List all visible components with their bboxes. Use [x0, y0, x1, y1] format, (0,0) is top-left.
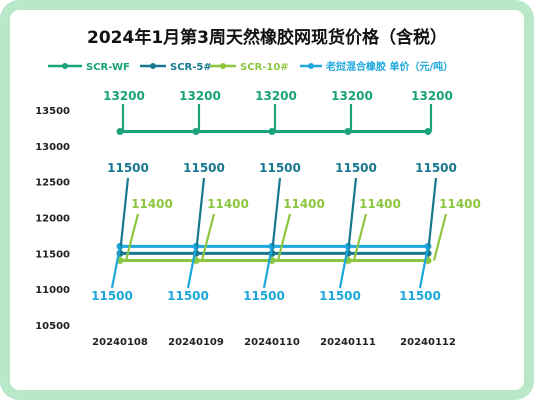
x-tick-label: 20240108	[92, 337, 148, 348]
leader-line-series	[418, 246, 430, 289]
data-label-scr-10: 11400	[359, 197, 401, 211]
legend-label-scr-wf: SCR-WF	[86, 62, 130, 73]
x-tick-label: 20240112	[400, 337, 456, 348]
x-tick-label: 20240111	[320, 337, 376, 348]
data-label-scr-10: 11400	[283, 197, 325, 211]
y-tick-label: 12000	[35, 214, 70, 225]
data-label-scr-5: 11500	[335, 161, 377, 175]
data-label-scr-10: 11400	[207, 197, 249, 211]
leader-line-series	[338, 246, 350, 289]
data-label-scr-5: 11500	[259, 161, 301, 175]
data-label-scr-wf: 13200	[411, 89, 453, 103]
data-label-series: 11500	[399, 289, 441, 303]
legend-marker-scr-5	[150, 63, 156, 69]
x-tick-label: 20240110	[244, 337, 300, 348]
series-point-scr-wf	[192, 128, 200, 135]
leader-line-scr-5	[118, 177, 130, 254]
data-label-scr-wf: 13200	[179, 89, 221, 103]
y-tick-label: 13000	[35, 142, 70, 153]
series-point-scr-wf	[116, 128, 124, 135]
y-tick-label: 11000	[35, 285, 70, 296]
leader-line-scr-5	[346, 177, 358, 254]
legend-marker-scr-wf	[62, 63, 68, 69]
y-axis: 10500 11000 11500 12000 12500 13000 13500	[35, 106, 70, 332]
data-label-scr-wf: 13200	[255, 89, 297, 103]
data-label-series: 11500	[319, 289, 361, 303]
leader-line-series	[186, 246, 198, 289]
legend-marker-scr-10	[220, 63, 226, 69]
series-point-scr-wf	[268, 128, 276, 135]
series-point-scr-wf	[344, 128, 352, 135]
data-label-scr-wf: 13200	[331, 89, 373, 103]
leader-line-series	[110, 246, 122, 289]
legend-marker-series	[308, 63, 314, 69]
legend-label-series: 老挝混合橡胶 单价（元/吨）	[325, 60, 453, 73]
y-tick-label: 13500	[35, 106, 70, 117]
leader-line-scr-10	[352, 213, 368, 261]
data-label-scr-10: 11400	[439, 197, 481, 211]
data-label-scr-5: 11500	[415, 161, 457, 175]
leader-line-scr-10	[124, 213, 140, 261]
data-label-series: 11500	[167, 289, 209, 303]
legend-label-scr-5: SCR-5#	[170, 62, 212, 73]
x-axis: 20240108 20240109 20240110 20240111 20240112	[92, 337, 456, 348]
data-label-series: 11500	[91, 289, 133, 303]
data-label-scr-wf: 13200	[103, 89, 145, 103]
legend: SCR-WF SCR-5# SCR-10# 老挝混合橡胶 单价（元/吨）	[48, 60, 453, 73]
y-tick-label: 10500	[35, 321, 70, 332]
legend-label-scr-10: SCR-10#	[240, 62, 289, 73]
leader-line-scr-10	[200, 213, 216, 261]
data-label-scr-5: 11500	[107, 161, 149, 175]
leader-line-scr-5	[194, 177, 206, 254]
leader-line-scr-5	[426, 177, 438, 254]
data-label-scr-10: 11400	[131, 197, 173, 211]
chart-title: 2024年1月第3周天然橡胶网现货价格（含税）	[87, 27, 447, 48]
leader-line-scr-10	[276, 213, 292, 261]
leader-line-scr-5	[270, 177, 282, 254]
y-tick-label: 11500	[35, 249, 70, 260]
y-tick-label: 12500	[35, 178, 70, 189]
data-label-scr-5: 11500	[183, 161, 225, 175]
x-tick-label: 20240109	[168, 337, 224, 348]
data-labels: 13200 13200 13200 13200 13200 11500 11500 11500…	[91, 89, 481, 303]
leader-line-series	[262, 246, 274, 289]
leader-line-scr-10	[432, 213, 448, 261]
series-point-scr-wf	[424, 128, 432, 135]
data-label-series: 11500	[243, 289, 285, 303]
